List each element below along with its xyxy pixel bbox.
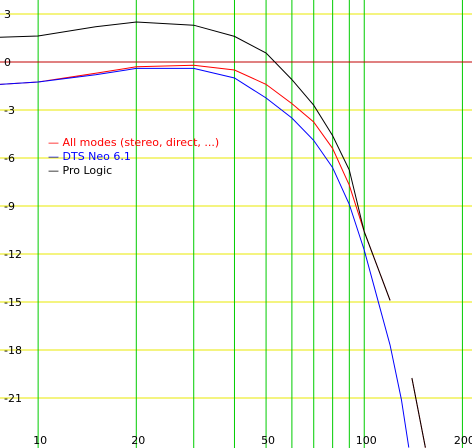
y-tick-label: -12 [4, 248, 22, 261]
series-line [0, 21, 426, 448]
x-tick-label: 200 [454, 434, 472, 447]
legend-marker: — [48, 164, 59, 177]
series-line [0, 64, 426, 448]
y-tick-label: -15 [4, 296, 22, 309]
y-tick-label: -18 [4, 344, 22, 357]
x-tick-label: 100 [356, 434, 377, 447]
x-tick-label: 10 [33, 434, 47, 447]
y-tick-label: 3 [4, 8, 11, 21]
legend-marker: — [48, 136, 59, 149]
x-tick-label: 50 [261, 434, 275, 447]
y-tick-label: -3 [4, 104, 15, 117]
y-tick-label: 0 [4, 56, 11, 69]
legend-entry: — All modes (stereo, direct, ...) [48, 136, 219, 149]
legend-label: Pro Logic [63, 164, 113, 177]
y-tick-label: -9 [4, 200, 15, 213]
legend-label: All modes (stereo, direct, ...) [63, 136, 220, 149]
y-tick-label: -6 [4, 152, 15, 165]
legend-entry: — DTS Neo 6.1 [48, 150, 131, 163]
legend-entry: — Pro Logic [48, 164, 112, 177]
y-tick-label: -21 [4, 392, 22, 405]
legend-marker: — [48, 150, 59, 163]
series-line [0, 67, 410, 448]
legend-label: DTS Neo 6.1 [63, 150, 131, 163]
x-tick-label: 20 [131, 434, 145, 447]
